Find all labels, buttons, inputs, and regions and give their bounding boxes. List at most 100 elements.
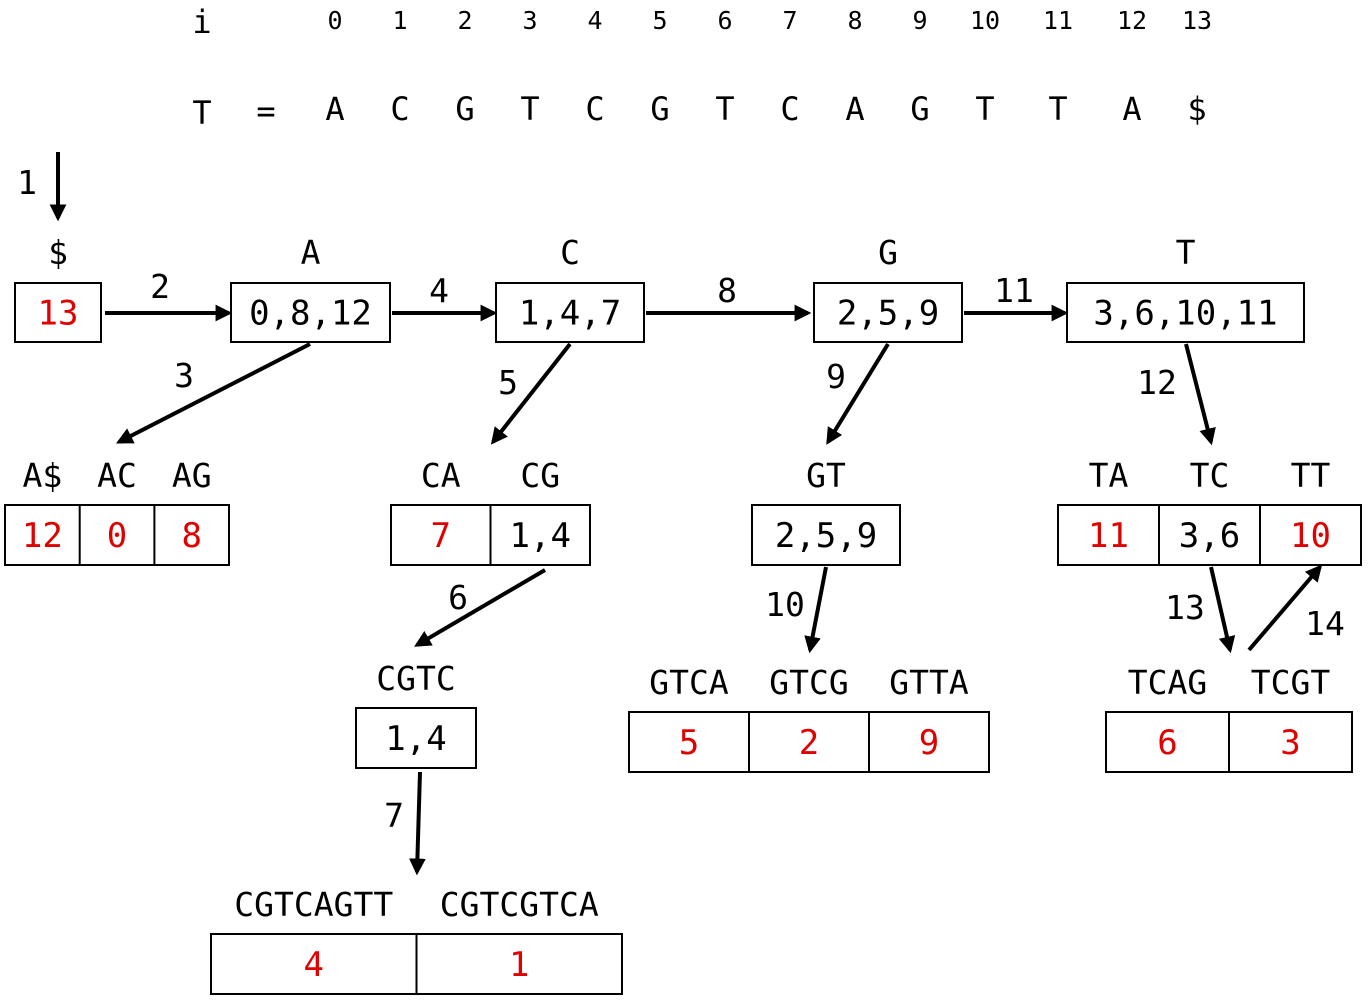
bucket-prefix-label: CGTC bbox=[376, 659, 455, 698]
bucket-prefix-label: TA bbox=[1089, 456, 1129, 495]
bucket-box bbox=[355, 707, 477, 769]
text-char: G bbox=[650, 90, 669, 128]
position-list-value: 1,4,7 bbox=[519, 294, 621, 334]
final-position-value: 4 bbox=[304, 945, 324, 985]
arrow-line bbox=[490, 342, 572, 445]
text-row-equals: = bbox=[256, 92, 275, 130]
bucket-node-dollar: $13 bbox=[14, 233, 102, 343]
final-position-value: 3 bbox=[1280, 723, 1300, 763]
step-arrow-3: 3 bbox=[116, 342, 311, 444]
arrow-line bbox=[409, 771, 426, 876]
bucket-prefix-label: CGTCAGTT bbox=[234, 885, 393, 924]
position-list-value: 3,6,10,11 bbox=[1093, 294, 1277, 334]
text-char: T bbox=[520, 90, 539, 128]
position-list-value: 1,4 bbox=[385, 719, 446, 759]
start-step-label: 1 bbox=[17, 163, 37, 202]
final-position-value: 13 bbox=[38, 294, 79, 334]
final-position-value: 9 bbox=[919, 723, 939, 763]
step-arrow-2: 2 bbox=[105, 267, 233, 322]
index-value: 12 bbox=[1117, 6, 1147, 35]
arrow-line bbox=[1247, 564, 1323, 652]
final-position-value: 5 bbox=[679, 723, 699, 763]
step-arrow-10: 10 bbox=[765, 566, 828, 654]
text-char: G bbox=[455, 90, 474, 128]
bucket-prefix-label: AC bbox=[97, 456, 137, 495]
text-char: G bbox=[910, 90, 929, 128]
bucket-nodes: $13A0,8,12C1,4,7G2,5,9T3,6,10,11A$12AC0A… bbox=[4, 233, 1362, 995]
bucket-prefix-label: GTTA bbox=[889, 663, 969, 702]
step-arrow-13: 13 bbox=[1165, 566, 1236, 654]
index-value: 8 bbox=[847, 6, 862, 35]
bucket-box bbox=[14, 282, 102, 343]
step-number: 12 bbox=[1137, 363, 1177, 402]
final-position-value: 7 bbox=[431, 516, 451, 556]
step-arrow-14: 14 bbox=[1247, 564, 1345, 652]
arrow-line bbox=[826, 342, 890, 445]
position-list-value: 2,5,9 bbox=[775, 516, 877, 556]
step-arrow-4: 4 bbox=[392, 271, 498, 322]
bucket-node-a2: A$ 12 AC 0 AG 8 bbox=[4, 456, 230, 566]
step-arrow-5: 5 bbox=[490, 342, 572, 445]
index-value: 3 bbox=[522, 6, 537, 35]
bucket-prefix-label: GTCA bbox=[649, 663, 729, 702]
index-value: 1 bbox=[392, 6, 407, 35]
final-position-value: 1 bbox=[509, 945, 529, 985]
text-char: C bbox=[585, 90, 604, 128]
text-row: A C G T C G T C A G T T A $ bbox=[325, 90, 1206, 128]
bucket-node-g4: GTCA 5 GTCG 2 GTTA 9 bbox=[628, 663, 990, 773]
final-position-value: 0 bbox=[107, 516, 127, 556]
step-arrow-8: 8 bbox=[646, 271, 812, 322]
step-number: 3 bbox=[174, 356, 194, 395]
final-position-value: 11 bbox=[1088, 516, 1129, 556]
bucket-prefix-label: TC bbox=[1190, 456, 1230, 495]
index-value: 5 bbox=[652, 6, 667, 35]
bucket-node-c8: CGTCAGTT 4 CGTCGTCA 1 bbox=[210, 885, 623, 995]
bucket-node-t: T 3,6,10,11 bbox=[1066, 233, 1305, 343]
bucket-prefix-label: TT bbox=[1291, 456, 1331, 495]
step-number: 14 bbox=[1305, 604, 1345, 643]
step-number: 13 bbox=[1165, 588, 1205, 627]
bucket-node-g: G 2,5,9 bbox=[813, 233, 963, 343]
step-arrow-9: 9 bbox=[826, 342, 890, 445]
text-char: T bbox=[1048, 90, 1067, 128]
arrow-line bbox=[116, 342, 311, 444]
index-value: 10 bbox=[970, 6, 1000, 35]
text-char: A bbox=[325, 90, 344, 128]
text-char: C bbox=[780, 90, 799, 128]
arrow-line bbox=[1184, 343, 1216, 446]
bucket-node-a: A 0,8,12 bbox=[230, 233, 391, 343]
bucket-node-gt: GT 2,5,9 bbox=[751, 456, 901, 566]
step-number: 7 bbox=[384, 796, 404, 835]
text-char: $ bbox=[1187, 90, 1206, 128]
bucket-prefix-label: GTCG bbox=[769, 663, 848, 702]
arrow-line bbox=[1209, 566, 1236, 654]
step-arrows: 2 3 4 5 6 7 8 9 10 11 12 13 14 bbox=[105, 267, 1345, 876]
text-char: A bbox=[845, 90, 864, 128]
final-position-value: 10 bbox=[1290, 516, 1331, 556]
bucket-box bbox=[813, 282, 963, 343]
bucket-node-c: C 1,4,7 bbox=[495, 233, 645, 343]
index-value: 0 bbox=[327, 6, 342, 35]
bucket-box bbox=[230, 282, 391, 343]
bucket-box bbox=[751, 504, 901, 566]
step-arrow-12: 12 bbox=[1137, 343, 1216, 446]
bucket-box bbox=[1057, 504, 1362, 566]
position-list-value: 1,4 bbox=[510, 516, 571, 556]
bucket-prefix-label: CA bbox=[421, 456, 461, 495]
bucket-box bbox=[628, 711, 990, 773]
step-number: 2 bbox=[150, 267, 170, 306]
bucket-box bbox=[4, 504, 230, 566]
index-row: 0 1 2 3 4 5 6 7 8 9 10 11 12 13 bbox=[327, 6, 1212, 35]
arrow-line bbox=[804, 566, 828, 654]
index-value: 4 bbox=[587, 6, 602, 35]
text-char: C bbox=[390, 90, 409, 128]
step-arrow-6: 6 bbox=[414, 568, 547, 647]
step-number: 8 bbox=[717, 271, 737, 310]
bucket-box bbox=[495, 282, 645, 343]
final-position-value: 2 bbox=[799, 723, 819, 763]
step-number: 5 bbox=[498, 363, 518, 402]
bucket-prefix-label: TCGT bbox=[1251, 663, 1331, 702]
bucket-prefix-label: TCAG bbox=[1128, 663, 1207, 702]
